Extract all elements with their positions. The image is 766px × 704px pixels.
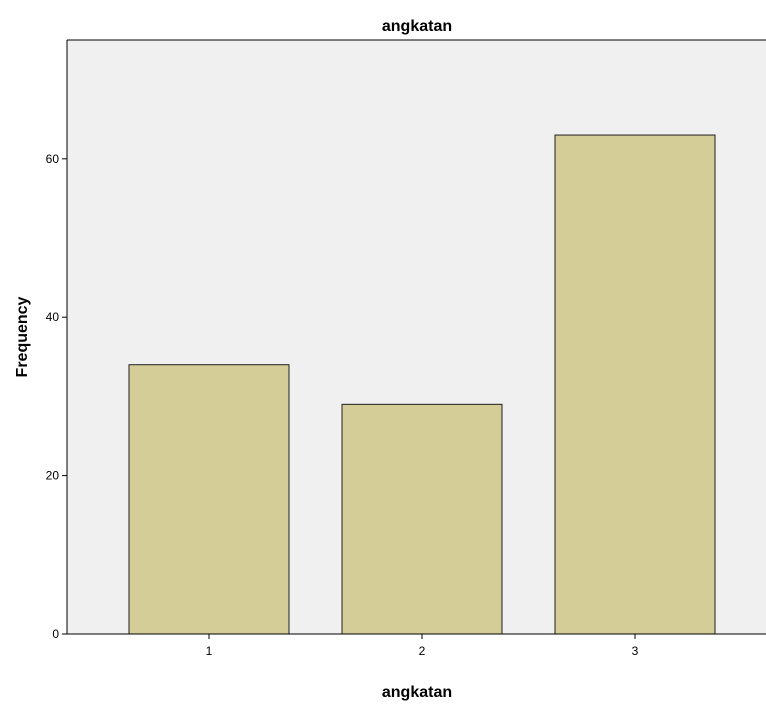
y-tick-label: 40 bbox=[46, 310, 60, 324]
bar-3 bbox=[554, 134, 716, 635]
bar-2 bbox=[341, 403, 503, 635]
y-tick-label: 20 bbox=[46, 469, 60, 483]
y-tick-label: 0 bbox=[52, 627, 59, 641]
y-tick-label: 60 bbox=[46, 152, 60, 166]
chart-title: angkatan bbox=[382, 18, 452, 35]
x-axis-label: angkatan bbox=[382, 684, 452, 701]
y-axis-label: Frequency bbox=[14, 296, 31, 377]
x-tick-label: 2 bbox=[419, 644, 426, 658]
bars-group bbox=[128, 134, 716, 635]
x-ticks-group: 1 2 3 bbox=[206, 634, 639, 658]
bar-1 bbox=[128, 364, 290, 635]
y-ticks-group: 0 20 40 60 bbox=[46, 152, 67, 641]
x-tick-label: 3 bbox=[632, 644, 639, 658]
x-tick-label: 1 bbox=[206, 644, 213, 658]
